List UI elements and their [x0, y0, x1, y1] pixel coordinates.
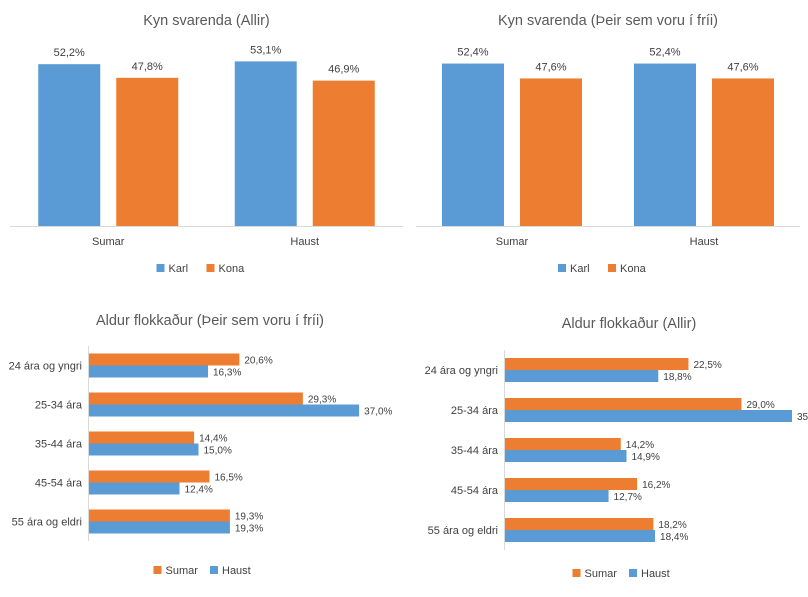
- data-label: 52,4%: [457, 47, 488, 59]
- bar-sumar: [89, 431, 195, 444]
- category-label: Haust: [690, 236, 719, 248]
- data-label: 12,7%: [614, 492, 642, 503]
- bar-haust: [89, 443, 199, 456]
- bar-haust: [89, 482, 180, 495]
- legend-swatch-kona: [608, 264, 616, 272]
- bar-kona: [116, 77, 179, 226]
- category-label: Sumar: [496, 236, 529, 248]
- category-label: 55 ára og eldri: [428, 525, 498, 537]
- bar-karl: [442, 63, 504, 227]
- chart-kyn-allir: Kyn svarenda (Allir) Sumar 52,2% 47,8% Haust…: [10, 13, 403, 275]
- bar-haust: [89, 365, 208, 378]
- legend-label-haust: Haust: [222, 565, 251, 577]
- legend-swatch-haust: [629, 569, 637, 577]
- data-label: 14,2%: [626, 440, 654, 451]
- bar-kona: [712, 78, 774, 226]
- bar-haust: [505, 490, 609, 502]
- chart-title: Aldur flokkaður (Þeir sem voru í fríi): [96, 313, 324, 329]
- bar-karl: [234, 61, 297, 226]
- category-label: 24 ára og yngri: [425, 365, 498, 377]
- data-label: 14,9%: [631, 452, 659, 463]
- data-label: 20,6%: [244, 356, 272, 367]
- legend-label-sumar: Sumar: [585, 568, 618, 580]
- data-label: 47,6%: [727, 61, 758, 73]
- chart-title: Kyn svarenda (Þeir sem voru í fríi): [498, 13, 718, 29]
- data-label: 47,6%: [535, 61, 566, 73]
- data-label: 16,3%: [213, 368, 241, 379]
- bar-haust: [505, 370, 659, 382]
- bar-haust: [89, 521, 230, 534]
- legend-label-kona: Kona: [620, 263, 647, 275]
- bar-haust: [505, 410, 792, 422]
- bar-kona: [312, 80, 375, 226]
- bar-sumar: [505, 478, 638, 490]
- data-label: 14,4%: [199, 434, 227, 445]
- bar-sumar: [505, 358, 689, 370]
- legend-swatch-sumar: [572, 569, 581, 577]
- category-label: Haust: [290, 236, 319, 248]
- category-label: 45-54 ára: [451, 485, 499, 497]
- data-label: 47,8%: [132, 61, 163, 73]
- chart-aldur-fri: Aldur flokkaður (Þeir sem voru í fríi) 24…: [9, 313, 393, 577]
- legend-label-sumar: Sumar: [166, 565, 199, 577]
- data-label: 29,0%: [746, 400, 774, 411]
- bar-kona: [520, 78, 582, 226]
- data-label: 12,4%: [185, 485, 213, 496]
- legend-label-karl: Karl: [169, 263, 189, 275]
- bar-sumar: [89, 470, 210, 483]
- data-label: 15,0%: [204, 446, 232, 457]
- category-label: 24 ára og yngri: [9, 361, 82, 373]
- legend-swatch-kona: [206, 264, 215, 272]
- legend-swatch-sumar: [153, 566, 162, 574]
- data-label: 18,4%: [660, 532, 688, 543]
- data-label: 16,2%: [642, 480, 670, 491]
- legend-label-karl: Karl: [570, 263, 590, 275]
- bar-sumar: [505, 438, 621, 450]
- category-label: 45-54 ára: [35, 478, 83, 490]
- legend-label-haust: Haust: [641, 568, 670, 580]
- chart-kyn-fri: Kyn svarenda (Þeir sem voru í fríi) Sumar…: [416, 13, 800, 275]
- legend-label-kona: Kona: [219, 263, 246, 275]
- data-label: 19,3%: [235, 512, 263, 523]
- category-label: 55 ára og eldri: [12, 517, 82, 529]
- chart-aldur-allir: Aldur flokkaður (Allir) 24 ára og yngri 22…: [425, 316, 808, 580]
- bar-sumar: [89, 392, 303, 405]
- data-label: 35,2%: [797, 412, 808, 423]
- category-label: Sumar: [92, 236, 125, 248]
- data-label: 29,3%: [308, 395, 336, 406]
- data-label: 19,3%: [235, 524, 263, 535]
- category-label: 25-34 ára: [451, 405, 499, 417]
- bar-sumar: [505, 518, 654, 530]
- data-label: 52,2%: [54, 47, 85, 59]
- legend-swatch-karl: [558, 264, 566, 272]
- bar-haust: [505, 530, 656, 542]
- chart-title: Kyn svarenda (Allir): [143, 13, 270, 29]
- data-label: 53,1%: [250, 44, 281, 56]
- data-label: 46,9%: [328, 64, 359, 76]
- data-label: 37,0%: [364, 407, 392, 418]
- legend-swatch-haust: [210, 566, 218, 574]
- category-label: 35-44 ára: [451, 445, 499, 457]
- chart-panel-aldur-fri: Aldur flokkaður (Þeir sem voru í fríi) 24…: [0, 295, 404, 592]
- bar-sumar: [89, 509, 230, 522]
- bar-sumar: [505, 398, 742, 410]
- data-label: 52,4%: [649, 47, 680, 59]
- chart-panel-kyn-fri: Kyn svarenda (Þeir sem voru í fríi) Sumar…: [404, 0, 808, 290]
- bar-karl: [634, 63, 696, 227]
- bar-haust: [505, 450, 627, 462]
- category-label: 25-34 ára: [35, 400, 83, 412]
- chart-panel-kyn-allir: Kyn svarenda (Allir) Sumar 52,2% 47,8% Haust…: [0, 0, 404, 290]
- chart-panel-aldur-allir: Aldur flokkaður (Allir) 24 ára og yngri 22…: [404, 295, 808, 592]
- data-label: 18,8%: [663, 372, 691, 383]
- data-label: 18,2%: [658, 520, 686, 531]
- bar-sumar: [89, 353, 240, 366]
- legend-swatch-karl: [156, 264, 165, 272]
- bar-haust: [89, 404, 360, 417]
- chart-title: Aldur flokkaður (Allir): [562, 316, 697, 332]
- data-label: 16,5%: [214, 473, 242, 484]
- category-label: 35-44 ára: [35, 439, 83, 451]
- bar-karl: [38, 64, 101, 227]
- data-label: 22,5%: [693, 360, 721, 371]
